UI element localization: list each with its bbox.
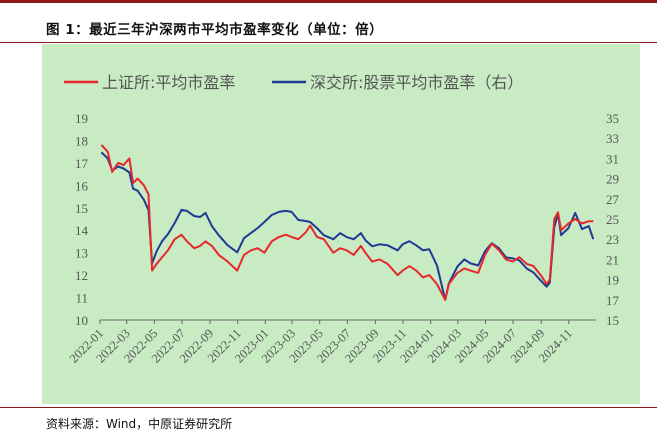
y-left-tick-label: 14 [75, 223, 89, 238]
chart-area: 上证所:平均市盈率 深交所:股票平均市盈率（右） 10 11 12 13 14 15 16 17… [42, 44, 640, 404]
y-right-tick-label: 35 [606, 111, 619, 126]
figure-title: 图 1：最近三年沪深两市平均市盈率变化（单位：倍） [46, 22, 384, 38]
y-left-tick-label: 12 [75, 268, 88, 283]
y-right-tick-label: 29 [606, 172, 619, 187]
series-line-szse [100, 151, 595, 301]
y-left-tick-label: 15 [75, 201, 88, 216]
chart-legend: 上证所:平均市盈率 深交所:股票平均市盈率（右） [64, 73, 523, 92]
y-left-tick-label: 19 [75, 111, 88, 126]
line-chart: 上证所:平均市盈率 深交所:股票平均市盈率（右） 10 11 12 13 14 15 16 17… [64, 73, 620, 366]
series-line-sse [100, 144, 594, 301]
y-left-tick-label: 10 [75, 313, 88, 328]
legend-label: 上证所:平均市盈率 [102, 73, 235, 92]
y-left-tick-label: 13 [75, 246, 88, 261]
y-right-tick-label: 33 [606, 131, 619, 146]
title-rule [0, 42, 657, 43]
source-note: 资料来源：Wind，中原证券研究所 [46, 417, 233, 431]
y-right-tick-label: 17 [606, 293, 620, 308]
y-right-tick-label: 31 [606, 151, 619, 166]
y-right-tick-label: 27 [606, 192, 620, 207]
y-right-tick-label: 19 [606, 273, 619, 288]
y-left-tick-label: 17 [75, 156, 89, 171]
y-left-tick-label: 18 [75, 133, 88, 148]
y-left-tick-label: 16 [75, 178, 89, 193]
chart-plot [100, 144, 595, 301]
y-right-tick-label: 25 [606, 212, 619, 227]
y-right-tick-label: 23 [606, 232, 619, 247]
legend-label: 深交所:股票平均市盈率（右） [310, 73, 523, 92]
y-right-tick-label: 15 [606, 313, 619, 328]
bottom-rule [0, 407, 657, 408]
top-rule [0, 0, 657, 3]
y-right-tick-label: 21 [606, 252, 619, 267]
y-left-tick-label: 11 [75, 291, 88, 306]
